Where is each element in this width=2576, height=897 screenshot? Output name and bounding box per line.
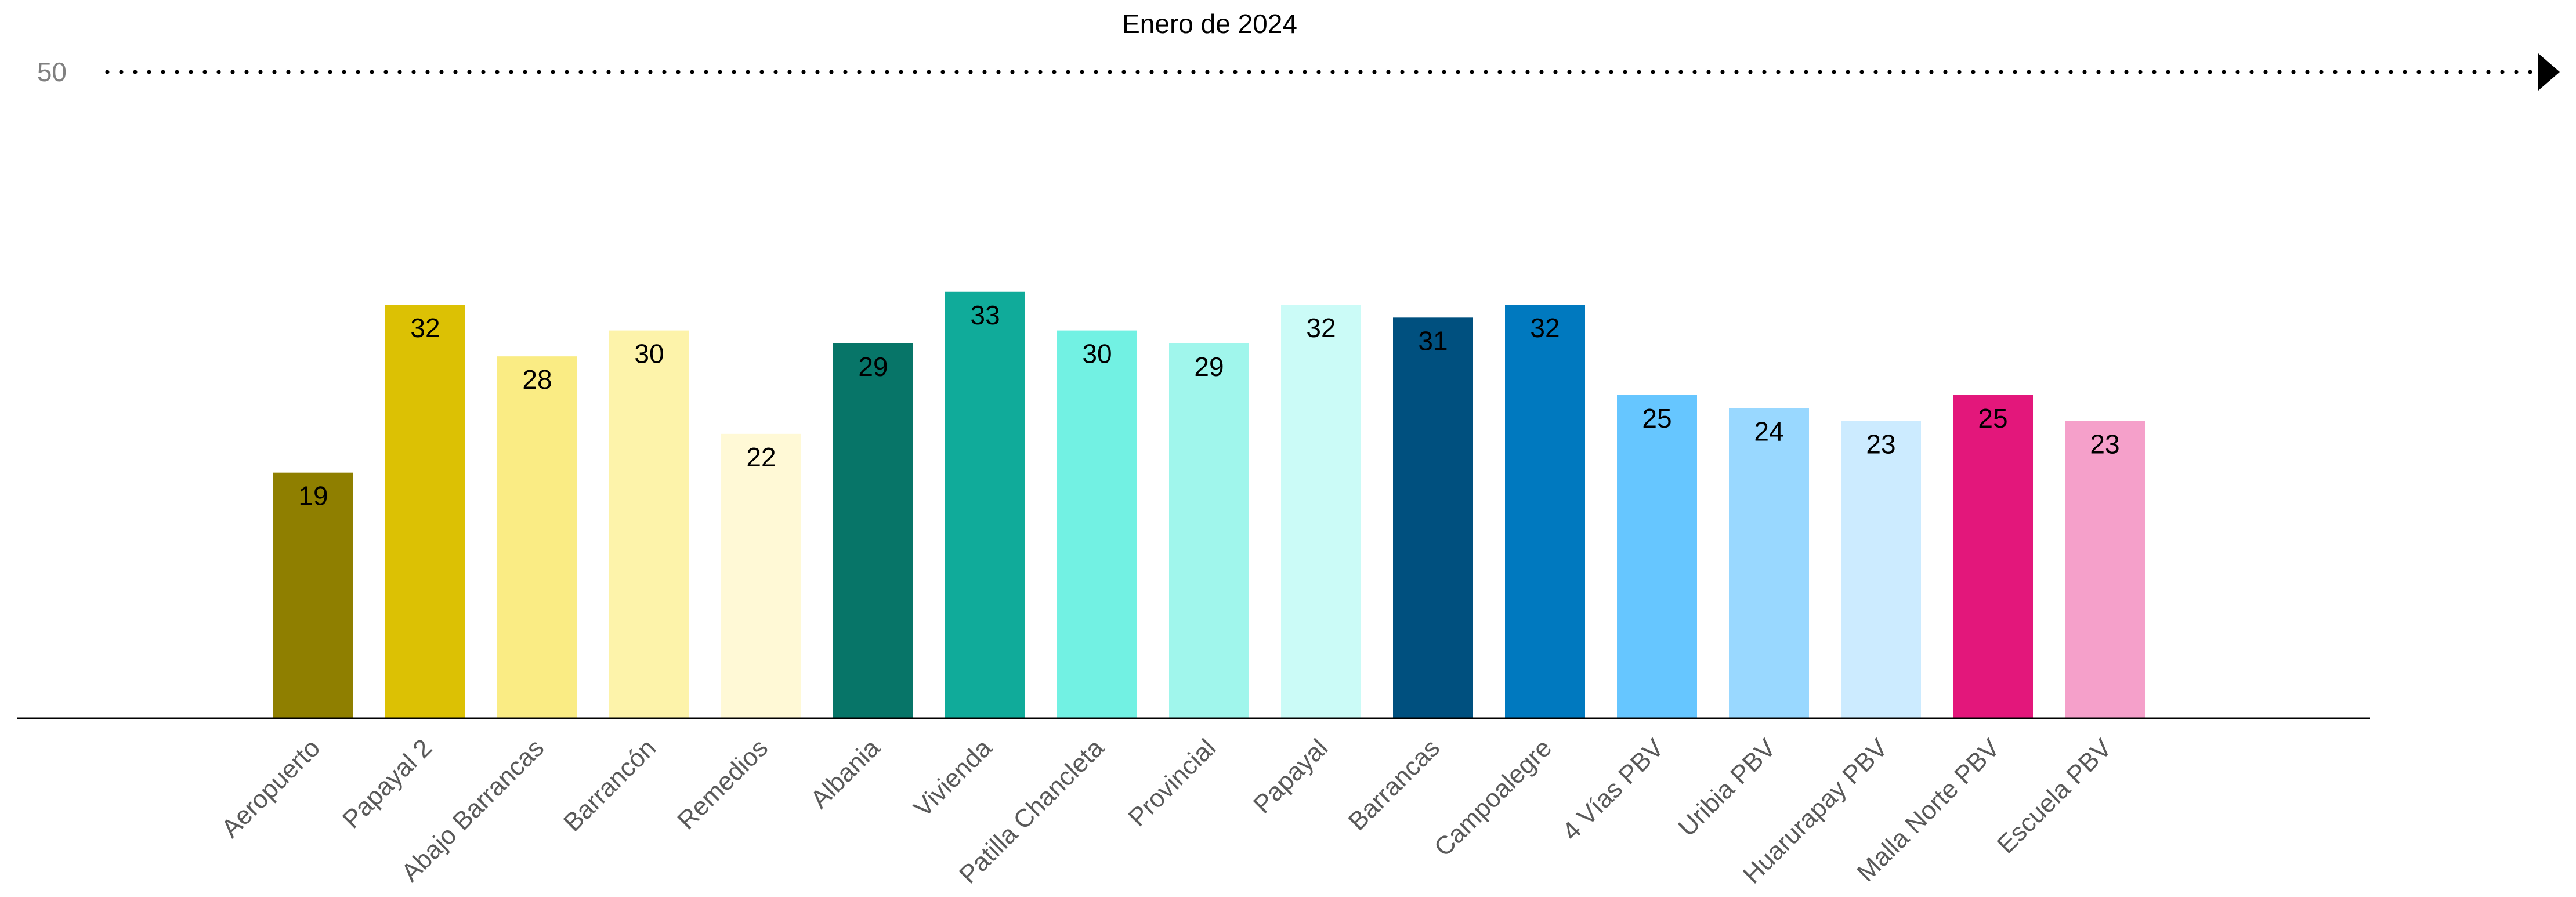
bar bbox=[1505, 305, 1585, 718]
bar bbox=[1057, 330, 1137, 718]
bar bbox=[1729, 408, 1809, 718]
category-label: Barrancón bbox=[558, 733, 661, 837]
reference-line-label: 50 bbox=[37, 57, 67, 87]
bar bbox=[2065, 421, 2145, 718]
bar bbox=[273, 472, 353, 718]
bar-value-label: 25 bbox=[1642, 403, 1671, 433]
bar-value-label: 30 bbox=[1082, 339, 1112, 369]
bar-value-label: 23 bbox=[2090, 429, 2119, 460]
bar-value-label: 29 bbox=[858, 352, 888, 382]
reference-line bbox=[105, 53, 2560, 91]
bar bbox=[721, 433, 801, 718]
category-label: Albania bbox=[805, 733, 886, 814]
category-label: Barrancas bbox=[1343, 733, 1445, 835]
bar bbox=[945, 291, 1025, 718]
category-label: Uribia PBV bbox=[1673, 733, 1781, 842]
value-labels-group: 19 32 28 30 22 29 33 30 29 32 31 32 25 24 23 25 23 bbox=[298, 300, 2119, 511]
category-label: Escuela PBV bbox=[1992, 733, 2118, 859]
category-label: Remedios bbox=[672, 733, 773, 835]
bar bbox=[497, 356, 577, 718]
bar-value-label: 25 bbox=[1978, 403, 2007, 433]
bar-value-label: 22 bbox=[746, 442, 776, 472]
category-label: 4 Vías PBV bbox=[1557, 733, 1669, 846]
bar bbox=[1169, 343, 1249, 718]
bar-value-label: 32 bbox=[1306, 313, 1336, 343]
bar-value-label: 19 bbox=[298, 481, 328, 511]
reference-line-arrowhead bbox=[2538, 53, 2560, 91]
bar bbox=[609, 330, 689, 718]
chart-title: Enero de 2024 bbox=[1122, 9, 1297, 39]
bar-value-label: 32 bbox=[410, 313, 440, 343]
bar-value-label: 23 bbox=[1866, 429, 1895, 460]
bar bbox=[1281, 305, 1361, 718]
bar-value-label: 24 bbox=[1754, 416, 1783, 446]
bar-value-label: 29 bbox=[1194, 352, 1224, 382]
bar bbox=[1953, 395, 2033, 718]
bar-value-label: 33 bbox=[970, 300, 1000, 330]
bar bbox=[833, 343, 913, 718]
bar bbox=[1393, 317, 1473, 718]
bar-value-label: 30 bbox=[634, 339, 664, 369]
bar bbox=[1617, 395, 1697, 718]
category-label: Aeropuerto bbox=[216, 733, 325, 843]
category-label: Provincial bbox=[1123, 733, 1222, 832]
category-label: Campoalegre bbox=[1429, 733, 1557, 862]
category-label: Vivienda bbox=[909, 733, 998, 823]
bars-group bbox=[273, 291, 2145, 718]
bar bbox=[1841, 421, 1921, 718]
bar bbox=[385, 305, 465, 718]
category-label: Papayal 2 bbox=[337, 733, 437, 834]
bar-value-label: 32 bbox=[1530, 313, 1560, 343]
category-label: Papayal bbox=[1248, 733, 1333, 819]
bar-value-label: 28 bbox=[522, 364, 552, 395]
bar-value-label: 31 bbox=[1418, 325, 1448, 356]
